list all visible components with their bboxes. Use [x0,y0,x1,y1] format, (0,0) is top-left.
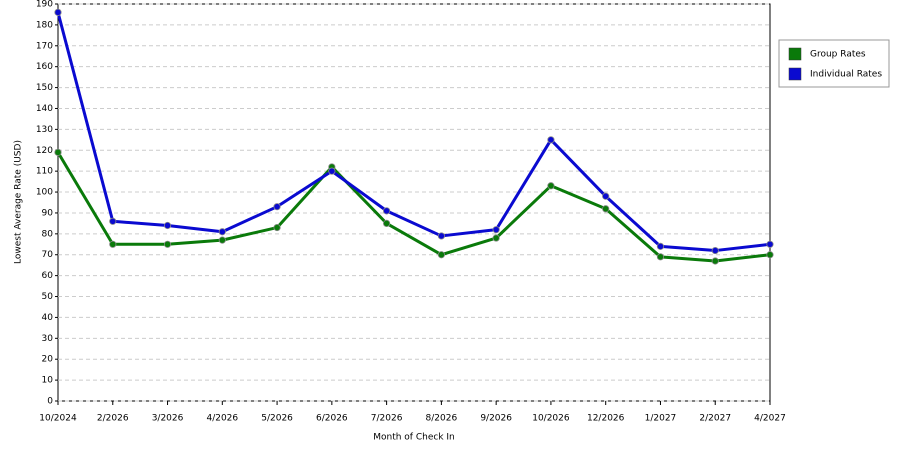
x-tick-label: 12/2026 [587,414,625,424]
y-tick-label: 60 [42,271,54,281]
data-point [547,182,555,190]
legend-swatch [788,47,802,61]
series-line [56,11,771,253]
data-point [163,221,172,230]
x-tick-label: 7/2026 [371,414,403,424]
data-point [273,203,281,211]
x-tick-label: 2/2027 [699,414,731,424]
data-point [711,257,719,265]
x-tick-label: 1/2027 [645,414,677,424]
y-tick-label: 90 [42,208,54,218]
y-tick-label: 30 [42,334,54,344]
y-tick-label: 120 [36,146,53,156]
data-point [54,148,62,156]
data-point [218,236,226,244]
y-tick-label: 150 [36,83,53,93]
y-axis-title: Lowest Average Rate (USD) [14,140,24,264]
x-tick-label: 5/2026 [261,414,293,424]
y-tick-label: 160 [36,62,53,72]
data-point [437,232,445,240]
x-tick-label: 4/2026 [206,414,238,424]
y-tick-label: 190 [36,0,53,10]
y-tick-label: 50 [42,292,54,302]
data-point [766,251,774,259]
legend-label: Group Rates [810,50,866,60]
y-tick-label: 110 [36,167,53,177]
series-line [56,151,771,263]
x-axis-title: Month of Check In [373,433,455,443]
data-point [218,228,226,236]
data-point [328,167,336,175]
data-point [656,242,665,250]
y-tick-label: 10 [42,376,54,386]
data-point [54,8,62,16]
plot-frame [57,3,771,402]
y-tick-label: 20 [42,355,54,365]
x-tick-label: 4/2027 [754,414,786,424]
data-point [766,240,774,248]
legend-label: Individual Rates [810,70,882,80]
x-tick-label: 8/2026 [426,414,458,424]
data-point [492,226,500,234]
data-point [383,219,391,227]
data-point [109,217,117,225]
x-tick-label: 2/2026 [97,414,129,424]
y-tick-label: 100 [36,188,53,198]
y-tick-label: 130 [36,125,53,135]
x-tick-label: 3/2026 [152,414,184,424]
data-point [273,223,281,232]
data-point [109,240,117,248]
y-tick-label: 80 [42,229,54,239]
x-tick-label: 10/2026 [532,414,570,424]
data-point [492,234,500,242]
y-tick-label: 70 [42,250,54,260]
y-tick-label: 140 [36,104,53,114]
y-tick-label: 170 [36,41,53,51]
legend-swatch [788,67,802,81]
data-point [711,246,719,255]
data-point [163,240,172,248]
data-point [602,205,610,213]
data-point [602,192,610,200]
data-point [547,136,555,144]
data-point [383,207,391,215]
y-tick-label: 0 [47,397,53,407]
data-point [437,251,445,259]
x-tick-label: 10/2024 [39,414,77,424]
x-tick-label: 9/2026 [480,414,512,424]
y-tick-label: 180 [36,20,53,30]
data-point [656,253,665,261]
x-tick-label: 6/2026 [316,414,348,424]
y-tick-label: 40 [42,313,54,323]
